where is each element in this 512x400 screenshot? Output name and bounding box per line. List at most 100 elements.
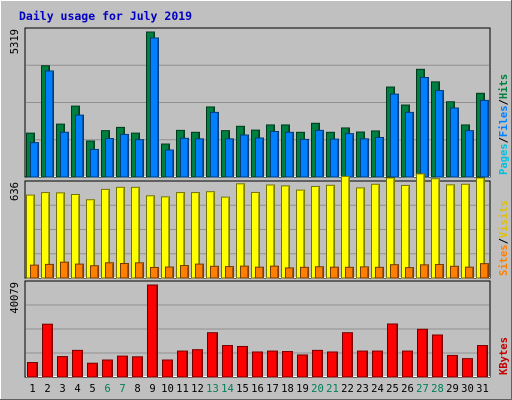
bar-kbytes-day-19 <box>297 354 308 378</box>
bar-sites-day-18 <box>285 267 294 279</box>
bar-files-day-18 <box>285 131 294 178</box>
bar-sites-day-4 <box>75 263 84 279</box>
bar-shade <box>456 356 458 377</box>
bar-shade <box>303 191 305 278</box>
bar-shade <box>183 193 185 278</box>
bar-kbytes-day-14 <box>222 345 233 378</box>
bar-sites-day-6 <box>105 262 114 279</box>
legend-entry: KBytes <box>498 337 510 375</box>
bar-kbytes-day-13 <box>207 332 218 378</box>
day-label-24: 24 <box>371 383 384 395</box>
bar-shade <box>187 266 189 278</box>
bar-shade <box>261 352 263 377</box>
bar-kbytes-day-9 <box>147 284 158 378</box>
bar-shade <box>352 268 354 278</box>
bar-shade <box>333 186 335 278</box>
bar-kbytes-day-18 <box>282 351 293 378</box>
bar-kbytes-day-11 <box>177 350 188 378</box>
bar-shade <box>393 178 395 278</box>
bar-shade <box>201 350 203 377</box>
bar-shade <box>157 268 159 278</box>
bar-shade <box>453 185 455 278</box>
bar-shade <box>367 267 369 278</box>
bar-shade <box>412 113 414 177</box>
legend-entry: Sites <box>498 244 510 276</box>
bar-kbytes-day-7 <box>117 355 128 378</box>
bar-shade <box>142 263 144 278</box>
bar-shade <box>82 265 84 278</box>
bar-shade <box>171 361 173 377</box>
bar-shade <box>352 134 354 177</box>
bar-shade <box>66 357 68 377</box>
bar-files-day-15 <box>240 134 249 178</box>
bar-files-day-8 <box>135 139 144 178</box>
bar-shade <box>82 116 84 177</box>
bar-files-day-26 <box>405 111 414 178</box>
bar-kbytes-day-2 <box>42 323 53 378</box>
bar-sites-day-10 <box>165 266 174 279</box>
day-label-23: 23 <box>356 383 369 395</box>
bar-shade <box>441 335 443 377</box>
bar-shade <box>172 268 174 278</box>
bar-shade <box>52 71 54 177</box>
bar-shade <box>111 361 113 377</box>
bar-sites-day-2 <box>45 263 54 279</box>
bar-shade <box>232 139 234 177</box>
bar-shade <box>348 177 350 278</box>
bar-kbytes-day-21 <box>327 351 338 378</box>
bar-shade <box>291 352 293 377</box>
bar-shade <box>381 352 383 377</box>
bar-kbytes-day-30 <box>462 358 473 378</box>
bar-shade <box>67 133 69 177</box>
bar-files-day-3 <box>60 131 69 178</box>
bar-kbytes-day-22 <box>342 332 353 378</box>
panel-middle: 636 Sites/Visits <box>9 173 510 279</box>
bar-shade <box>63 193 65 278</box>
bar-shade <box>213 192 215 278</box>
bar-shade <box>33 196 35 278</box>
bar-files-day-24 <box>375 136 384 178</box>
bar-sites-day-24 <box>375 266 384 279</box>
bar-kbytes-day-5 <box>87 362 98 378</box>
bar-shade <box>307 268 309 278</box>
day-label-29: 29 <box>446 383 459 395</box>
day-label-17: 17 <box>266 383 279 395</box>
bar-shade <box>78 195 80 278</box>
bar-sites-day-11 <box>180 265 189 279</box>
bar-shade <box>216 333 218 377</box>
panels: 5319Pages/Files/Hits636Sites/Visits40079… <box>9 27 510 378</box>
bar-sites-day-13 <box>210 265 219 279</box>
bar-shade <box>472 268 474 278</box>
bar-sites-day-15 <box>240 265 249 279</box>
bar-shade <box>318 187 320 278</box>
bar-files-day-11 <box>180 137 189 178</box>
day-label-11: 11 <box>176 383 189 395</box>
bar-shade <box>471 359 473 377</box>
day-label-4: 4 <box>74 383 80 395</box>
day-label-28: 28 <box>431 383 444 395</box>
bar-shade <box>273 186 275 278</box>
day-label-27: 27 <box>416 383 429 395</box>
legend-entry: Pages <box>498 143 510 175</box>
day-label-18: 18 <box>281 383 294 395</box>
day-label-19: 19 <box>296 383 309 395</box>
bar-shade <box>127 264 129 278</box>
bar-shade <box>411 352 413 377</box>
bar-shade <box>468 185 470 278</box>
bar-shade <box>52 265 54 278</box>
day-label-2: 2 <box>44 383 50 395</box>
bar-shade <box>262 268 264 278</box>
bar-kbytes-day-28 <box>432 334 443 378</box>
bar-sites-day-23 <box>360 266 369 279</box>
bar-sites-day-20 <box>315 266 324 279</box>
bar-shade <box>427 78 429 177</box>
panel-bottom-max-label: 40079 <box>9 282 21 314</box>
bar-shade <box>487 101 489 177</box>
bar-shade <box>277 132 279 177</box>
bar-shade <box>93 200 95 278</box>
bar-kbytes-day-10 <box>162 359 173 378</box>
bar-sites-day-22 <box>345 266 354 279</box>
bar-shade <box>382 268 384 278</box>
bar-sites-day-7 <box>120 263 129 279</box>
